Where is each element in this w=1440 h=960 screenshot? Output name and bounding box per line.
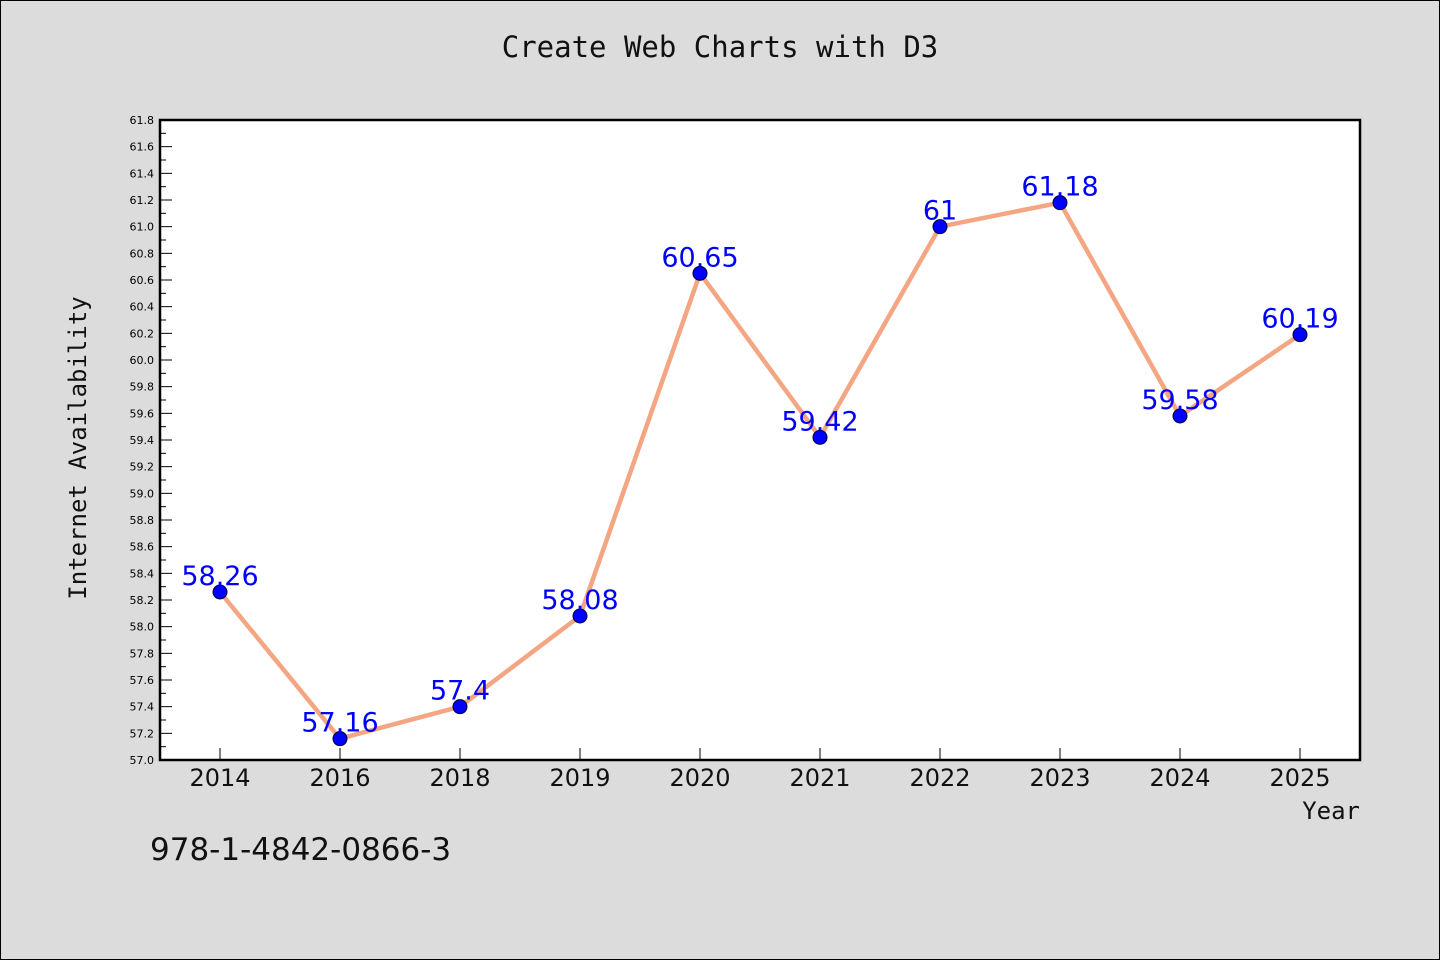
data-point[interactable] (572, 608, 588, 624)
y-tick-label: 61.2 (130, 194, 155, 207)
chart-title: Create Web Charts with D3 (501, 30, 939, 64)
data-point[interactable] (452, 699, 468, 715)
data-point[interactable] (812, 429, 828, 445)
data-label: 58.08 (541, 585, 618, 616)
y-tick-label: 60.0 (130, 354, 155, 367)
y-tick-label: 58.4 (130, 567, 155, 580)
y-tick-label: 61.0 (130, 221, 155, 234)
data-label: 58.26 (181, 561, 258, 592)
y-tick-label: 57.4 (130, 701, 155, 714)
data-label: 59.42 (781, 406, 858, 437)
data-label: 61 (923, 196, 957, 227)
y-tick-label: 58.2 (130, 594, 155, 607)
x-tick-label: 2020 (669, 764, 730, 792)
x-tick-label: 2014 (189, 764, 250, 792)
x-tick-label: 2023 (1029, 764, 1090, 792)
x-tick-label: 2019 (549, 764, 610, 792)
y-tick-label: 58.0 (130, 621, 155, 634)
y-tick-label: 57.2 (130, 727, 155, 740)
y-tick-label: 57.8 (130, 647, 155, 660)
data-point[interactable] (932, 219, 948, 235)
y-tick-label: 57.0 (130, 754, 155, 767)
plot-area (158, 118, 1362, 762)
data-point[interactable] (332, 731, 348, 747)
y-tick-label: 59.6 (130, 407, 155, 420)
data-label: 61.18 (1021, 172, 1098, 203)
y-tick-label: 58.6 (130, 541, 155, 554)
data-label: 59.58 (1141, 385, 1218, 416)
y-tick-label: 61.6 (130, 141, 155, 154)
data-point[interactable] (212, 584, 228, 600)
y-tick-label: 59.2 (130, 461, 155, 474)
x-tick-label: 2024 (1149, 764, 1210, 792)
y-tick-label: 61.4 (130, 167, 155, 180)
y-axis-label: Internet Availability (64, 296, 92, 599)
x-tick-label: 2022 (909, 764, 970, 792)
data-point[interactable] (1292, 327, 1308, 343)
y-tick-label: 61.8 (130, 114, 155, 127)
y-tick-label: 59.4 (130, 434, 155, 447)
data-point[interactable] (692, 265, 708, 281)
x-tick-label: 2018 (429, 764, 490, 792)
y-tick-label: 60.8 (130, 247, 155, 260)
x-tick-label: 2025 (1269, 764, 1330, 792)
y-tick-label: 59.8 (130, 381, 155, 394)
x-tick-label: 2021 (789, 764, 850, 792)
x-axis-label: Year (1302, 797, 1360, 825)
data-point[interactable] (1052, 195, 1068, 211)
data-label: 60.65 (661, 242, 738, 273)
data-label: 57.16 (301, 708, 378, 739)
isbn-code: 978-1-4842-0866-3 (150, 832, 452, 868)
y-tick-label: 58.8 (130, 514, 155, 527)
data-label: 60.19 (1261, 304, 1338, 335)
y-tick-label: 60.2 (130, 327, 155, 340)
y-tick-label: 60.6 (130, 274, 155, 287)
y-tick-label: 59.0 (130, 487, 155, 500)
data-label: 57.4 (430, 676, 490, 707)
y-tick-label: 57.6 (130, 674, 155, 687)
series-line (217, 200, 1303, 741)
x-tick-label: 2016 (309, 764, 370, 792)
data-point[interactable] (1172, 408, 1188, 424)
y-tick-label: 60.4 (130, 301, 155, 314)
